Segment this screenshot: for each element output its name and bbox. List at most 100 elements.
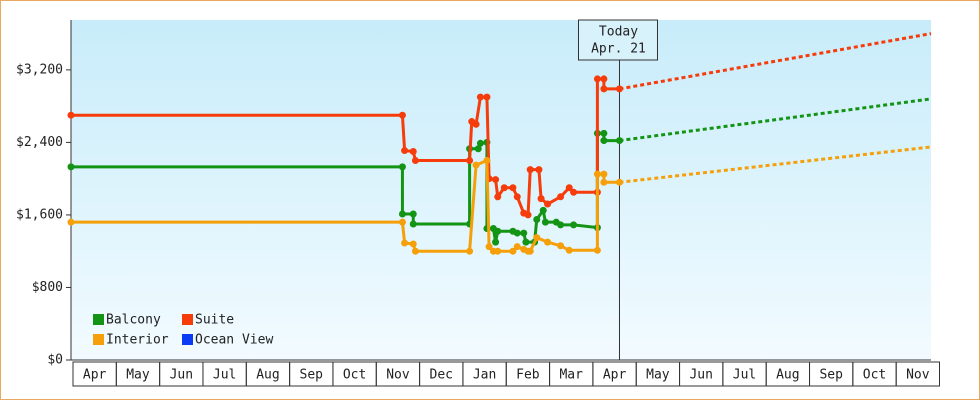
legend-swatch — [93, 314, 104, 325]
price-point — [513, 229, 521, 237]
price-point — [67, 163, 75, 171]
projection-line — [619, 145, 932, 184]
price-point — [593, 170, 601, 178]
price-point — [557, 242, 565, 250]
price-point — [466, 157, 474, 165]
price-point — [600, 75, 608, 83]
x-tick-label: May — [646, 368, 670, 383]
y-tick-label: $0 — [47, 353, 63, 368]
price-point — [67, 218, 75, 226]
price-point — [472, 120, 480, 128]
price-point — [476, 93, 484, 101]
price-point — [593, 75, 601, 83]
price-point — [494, 247, 502, 255]
x-tick-label: Aug — [256, 368, 279, 383]
price-point — [541, 218, 549, 226]
price-point — [600, 170, 608, 178]
x-tick-label: Sep — [819, 368, 843, 383]
legend-swatch — [182, 314, 193, 325]
price-point — [509, 247, 517, 255]
price-point — [524, 211, 532, 219]
price-point — [492, 176, 500, 184]
x-tick-label: Jul — [733, 368, 756, 383]
price-point — [492, 238, 500, 246]
x-tick-label: Oct — [863, 368, 886, 383]
x-tick-label: Mar — [559, 368, 583, 383]
x-tick-label: Jun — [170, 368, 193, 383]
price-point — [513, 193, 521, 201]
price-point — [398, 210, 406, 218]
price-point — [539, 206, 547, 214]
price-point — [483, 93, 491, 101]
price-point — [537, 195, 545, 203]
price-point — [485, 243, 493, 251]
price-point — [409, 147, 417, 155]
x-tick-label: Jun — [689, 368, 712, 383]
price-point — [500, 184, 508, 192]
price-point — [494, 227, 502, 235]
price-point — [409, 240, 417, 248]
x-tick-label: Apr — [83, 368, 107, 383]
legend-swatch — [182, 334, 193, 345]
x-tick-label: Dec — [430, 368, 453, 383]
legend-label: Balcony — [106, 313, 161, 328]
y-tick-label: $800 — [32, 280, 63, 295]
price-point — [398, 111, 406, 119]
x-tick-label: Apr — [603, 368, 627, 383]
today-label: Today — [599, 25, 638, 40]
price-point — [600, 137, 608, 145]
x-tick-label: Jul — [213, 368, 236, 383]
price-point — [526, 166, 534, 174]
price-point — [409, 210, 417, 218]
y-tick-label: $1,600 — [16, 207, 63, 222]
price-point — [476, 139, 484, 147]
price-point — [570, 221, 578, 229]
x-tick-box — [895, 361, 940, 387]
x-tick-label: May — [126, 368, 150, 383]
price-point — [513, 243, 521, 251]
price-point — [398, 218, 406, 226]
price-point — [535, 166, 543, 174]
price-point — [494, 193, 502, 201]
price-point — [398, 163, 406, 171]
x-tick-label: Sep — [300, 368, 324, 383]
price-line — [71, 77, 620, 218]
price-point — [557, 221, 565, 229]
legend-swatch — [93, 334, 104, 345]
price-point — [544, 238, 552, 246]
price-point — [401, 147, 409, 155]
price-point — [533, 215, 541, 223]
price-point — [411, 247, 419, 255]
price-point — [409, 220, 417, 228]
price-point — [401, 239, 409, 247]
price-point — [526, 247, 534, 255]
legend-label: Ocean View — [195, 333, 273, 348]
legend-label: Suite — [195, 313, 234, 328]
price-point — [565, 184, 573, 192]
x-tick-label: Feb — [516, 368, 540, 383]
price-point — [522, 238, 530, 246]
today-label: Apr. 21 — [591, 42, 646, 57]
price-point — [483, 157, 491, 165]
price-point — [600, 178, 608, 186]
price-point — [411, 157, 419, 165]
price-point — [570, 188, 578, 196]
price-point — [593, 246, 601, 254]
legend-label: Interior — [106, 333, 169, 348]
price-point — [544, 200, 552, 208]
price-point — [520, 229, 528, 237]
price-point — [509, 184, 517, 192]
price-point — [557, 193, 565, 201]
price-point — [600, 129, 608, 137]
price-point — [533, 234, 541, 242]
x-tick-label: Nov — [386, 368, 410, 383]
y-tick-label: $3,200 — [16, 62, 63, 77]
price-point — [67, 111, 75, 119]
price-point — [466, 247, 474, 255]
price-point — [472, 161, 480, 169]
price-point — [565, 246, 573, 254]
price-point — [600, 85, 608, 93]
x-tick-label: Jan — [473, 368, 496, 383]
x-tick-label: Nov — [906, 368, 930, 383]
